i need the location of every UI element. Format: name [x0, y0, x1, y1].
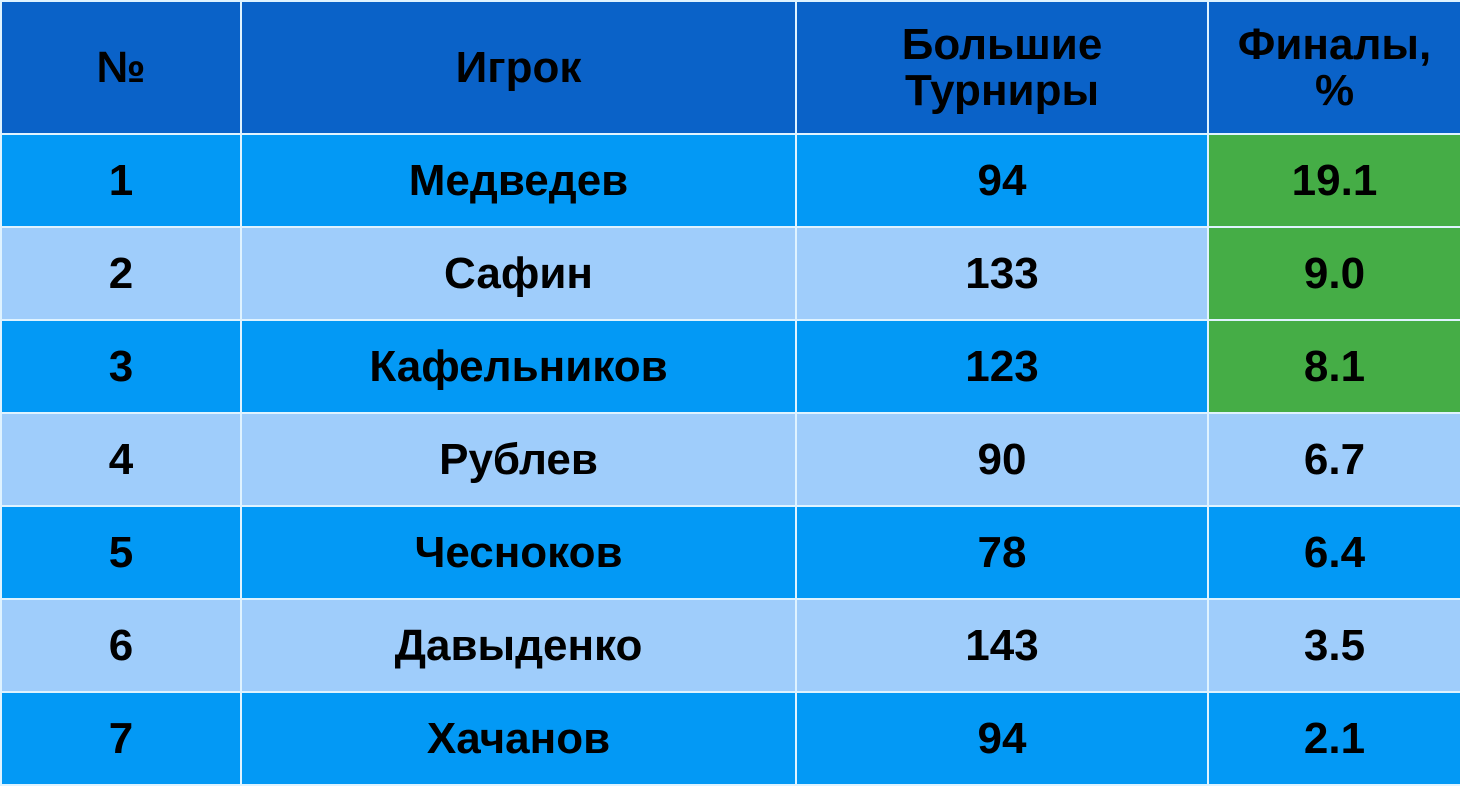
cell-number: 2: [0, 226, 242, 321]
table-row: 6 Давыденко 143 3.5: [0, 598, 1460, 693]
header-finals-label: Финалы, %: [1237, 19, 1432, 115]
cell-number: 5: [0, 505, 242, 600]
cell-player: Кафельников: [240, 319, 797, 414]
header-player: Игрок: [240, 0, 797, 135]
cell-tournaments: 133: [795, 226, 1209, 321]
header-number: №: [0, 0, 242, 135]
cell-player: Давыденко: [240, 598, 797, 693]
cell-player: Чесноков: [240, 505, 797, 600]
cell-tournaments: 94: [795, 691, 1209, 786]
cell-finals: 6.4: [1207, 505, 1460, 600]
cell-number: 7: [0, 691, 242, 786]
cell-finals: 2.1: [1207, 691, 1460, 786]
header-tournaments: Большие Турниры: [795, 0, 1209, 135]
header-tournaments-label: Большие Турниры: [901, 19, 1103, 115]
header-row: № Игрок Большие Турниры Финалы, %: [0, 0, 1460, 135]
cell-finals: 8.1: [1207, 319, 1460, 414]
table-row: 1 Медведев 94 19.1: [0, 133, 1460, 228]
cell-finals: 3.5: [1207, 598, 1460, 693]
cell-number: 1: [0, 133, 242, 228]
cell-player: Медведев: [240, 133, 797, 228]
cell-number: 6: [0, 598, 242, 693]
cell-tournaments: 78: [795, 505, 1209, 600]
cell-tournaments: 123: [795, 319, 1209, 414]
table-row: 5 Чесноков 78 6.4: [0, 505, 1460, 600]
cell-finals: 9.0: [1207, 226, 1460, 321]
cell-number: 4: [0, 412, 242, 507]
table-row: 4 Рублев 90 6.7: [0, 412, 1460, 507]
table-row: 3 Кафельников 123 8.1: [0, 319, 1460, 414]
cell-player: Хачанов: [240, 691, 797, 786]
cell-player: Сафин: [240, 226, 797, 321]
table-row: 7 Хачанов 94 2.1: [0, 691, 1460, 786]
cell-tournaments: 143: [795, 598, 1209, 693]
cell-finals: 19.1: [1207, 133, 1460, 228]
cell-tournaments: 90: [795, 412, 1209, 507]
header-finals: Финалы, %: [1207, 0, 1460, 135]
cell-player: Рублев: [240, 412, 797, 507]
cell-number: 3: [0, 319, 242, 414]
cell-finals: 6.7: [1207, 412, 1460, 507]
table-row: 2 Сафин 133 9.0: [0, 226, 1460, 321]
cell-tournaments: 94: [795, 133, 1209, 228]
